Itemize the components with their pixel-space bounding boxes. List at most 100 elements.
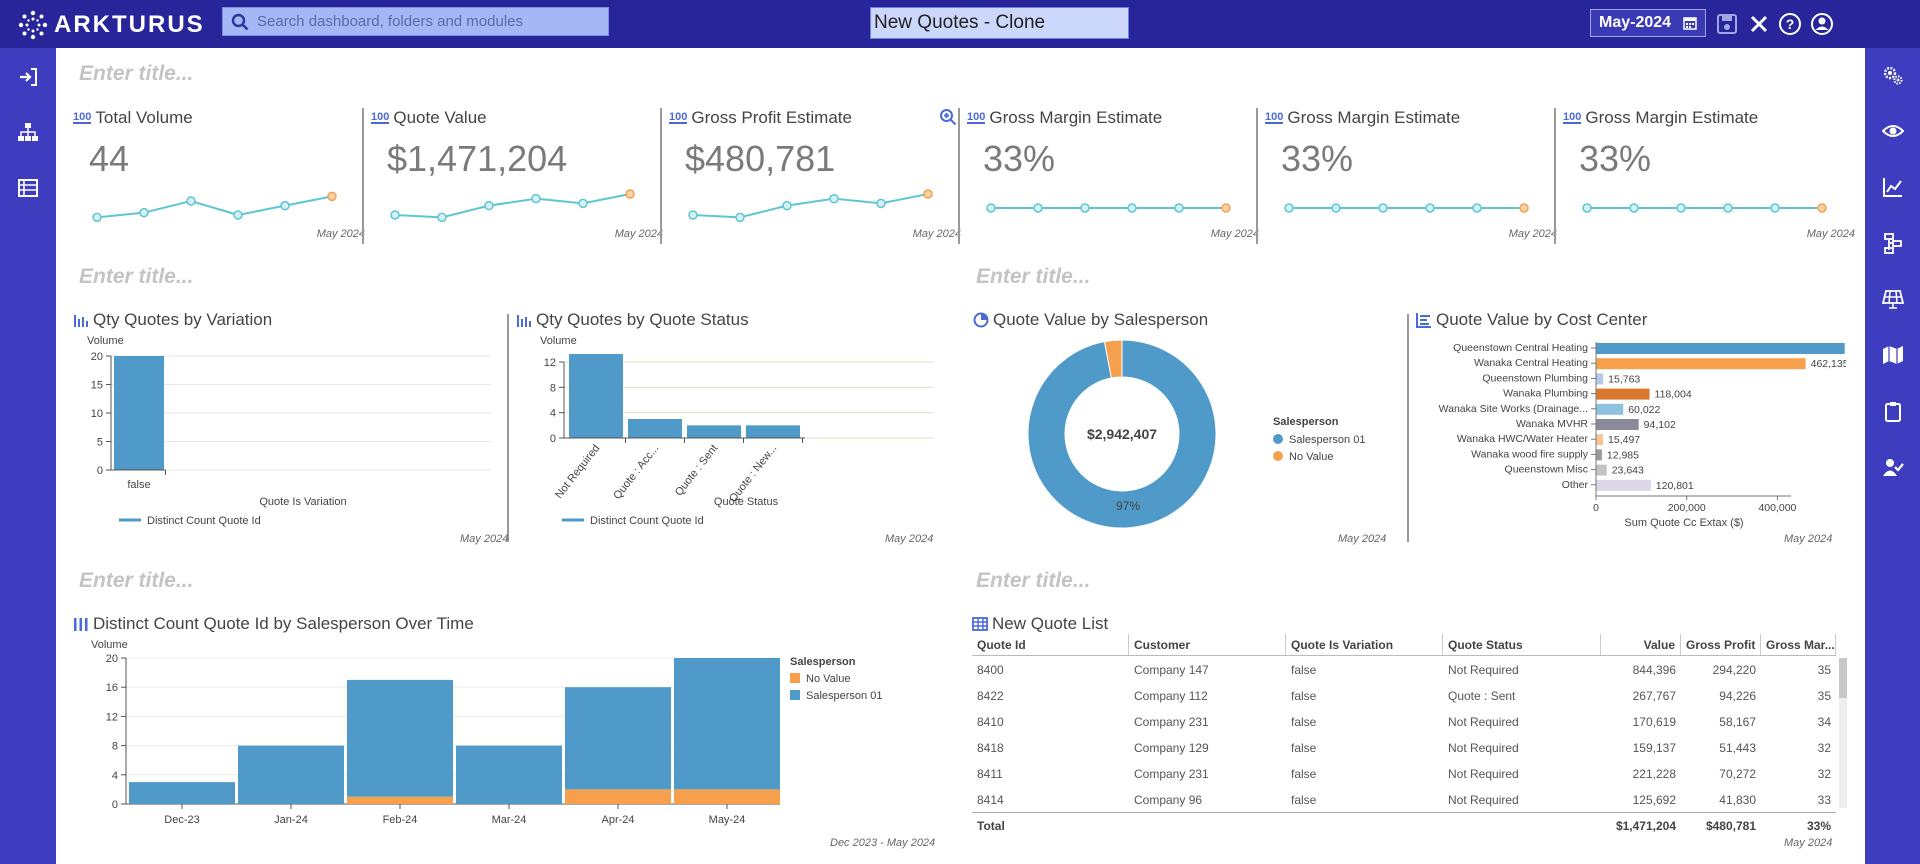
kpi-date: May 2024 bbox=[1508, 228, 1557, 240]
left-sidebar bbox=[0, 48, 56, 864]
sparkline-point bbox=[688, 210, 698, 220]
user-check-icon[interactable] bbox=[1882, 456, 1904, 478]
table-cell: 41,830 bbox=[1719, 793, 1756, 807]
table-cell: Company 231 bbox=[1134, 715, 1209, 729]
help-icon[interactable]: ? bbox=[1778, 12, 1802, 36]
slice-percent-label: 97% bbox=[1116, 499, 1140, 513]
save-icon[interactable] bbox=[1715, 12, 1739, 36]
stacked-bar-segment bbox=[565, 687, 671, 790]
y-tick-label: 16 bbox=[106, 682, 118, 694]
column-header[interactable]: Quote Id bbox=[972, 634, 1129, 655]
bar bbox=[1596, 449, 1602, 461]
quote-list-date: May 2024 bbox=[1784, 837, 1833, 849]
y-tick-label: 12 bbox=[544, 357, 556, 369]
table-row[interactable]: 8422 Company 112 false Quote : Sent 267,767 9… bbox=[972, 682, 1836, 708]
section-title-left-charts[interactable]: Enter title... bbox=[79, 265, 194, 288]
settings-gears-icon[interactable] bbox=[1882, 64, 1904, 86]
table-cell: 58,167 bbox=[1719, 715, 1756, 729]
table-row[interactable]: 8418 Company 129 false Not Required 159,137 5… bbox=[972, 734, 1836, 760]
bar-category-label: Queenstown Misc bbox=[1505, 464, 1588, 476]
bar-category-label: Wanaka Central Heating bbox=[1474, 357, 1588, 369]
hierarchy-icon[interactable] bbox=[17, 121, 39, 143]
dashboard-title-input[interactable]: New Quotes - Clone bbox=[870, 7, 1129, 39]
pie-slice bbox=[1027, 339, 1217, 529]
list-icon[interactable] bbox=[17, 177, 39, 199]
sparkline-point bbox=[1582, 203, 1592, 213]
stacked-bar-segment bbox=[674, 789, 780, 804]
stacked-bar-segment bbox=[347, 796, 453, 804]
legend-label: No Value bbox=[806, 673, 850, 685]
table-scroll-thumb[interactable] bbox=[1839, 658, 1847, 698]
bar-category-label: Queenstown Central Heating bbox=[1453, 342, 1588, 354]
table-cell: 844,396 bbox=[1632, 663, 1676, 677]
kpi-card: 100 Gross Margin Estimate 33% May 2024 bbox=[1265, 104, 1561, 244]
table-row[interactable]: 8414 Company 96 false Not Required 125,692 41… bbox=[972, 786, 1836, 812]
sparkline-point bbox=[186, 196, 196, 206]
view-icon[interactable] bbox=[1882, 120, 1904, 142]
clipboard-icon[interactable] bbox=[1882, 400, 1904, 422]
zoom-in-icon[interactable] bbox=[939, 108, 957, 126]
top-bar: ARKTURUS New Quotes - Clone May-2024 ? bbox=[0, 0, 1920, 48]
kpi-100-icon: 100 bbox=[967, 111, 986, 124]
close-icon[interactable] bbox=[1747, 12, 1771, 36]
logo[interactable]: ARKTURUS bbox=[18, 10, 205, 40]
column-header[interactable]: Quote Is Variation bbox=[1286, 634, 1443, 655]
bar-value-label: 15,497 bbox=[1608, 434, 1640, 446]
x-axis-label: Sum Quote Cc Extax ($) bbox=[1624, 517, 1743, 529]
table-row[interactable]: 8400 Company 147 false Not Required 844,396 2… bbox=[972, 656, 1836, 682]
sign-in-icon[interactable] bbox=[17, 66, 39, 88]
sparkline-point bbox=[829, 193, 839, 204]
table-icon bbox=[972, 617, 988, 631]
kpi-card: 100 Gross Profit Estimate $480,781 May 2024 bbox=[669, 104, 965, 244]
kpi-title: 100 Gross Margin Estimate bbox=[1563, 108, 1758, 128]
sparkline-point bbox=[280, 200, 290, 211]
period-picker[interactable]: May-2024 bbox=[1590, 9, 1706, 37]
section-title-quote-list[interactable]: Enter title... bbox=[976, 569, 1091, 592]
kpi-card: 100 Gross Margin Estimate 33% May 2024 bbox=[967, 104, 1263, 244]
column-header[interactable]: Gross Profit bbox=[1681, 634, 1761, 655]
column-header[interactable]: Customer bbox=[1129, 634, 1286, 655]
kpi-value: $480,781 bbox=[685, 138, 836, 179]
kpi-divider bbox=[958, 108, 960, 244]
variation-chart-date: May 2024 bbox=[460, 533, 509, 545]
column-header[interactable]: Gross Mar... bbox=[1761, 634, 1836, 655]
sparkline-point bbox=[327, 191, 337, 202]
table-cell: Not Required bbox=[1448, 715, 1519, 729]
bar-value-label: 120,801 bbox=[1656, 480, 1694, 492]
salesperson-chart-date: May 2024 bbox=[1338, 533, 1387, 545]
flow-diagram-icon[interactable] bbox=[1882, 232, 1904, 254]
table-cell: 221,228 bbox=[1632, 767, 1676, 781]
table-cell: 94,226 bbox=[1719, 689, 1756, 703]
solar-panel-icon[interactable] bbox=[1882, 288, 1904, 310]
sparkline-point bbox=[1331, 203, 1341, 213]
section-title-time-chart[interactable]: Enter title... bbox=[79, 569, 194, 592]
cost-center-bar-chart: Queenstown Central Heating548,252Wanaka … bbox=[1439, 342, 1846, 529]
section-title-right-charts[interactable]: Enter title... bbox=[976, 265, 1091, 288]
total-cell: $1,471,204 bbox=[1615, 819, 1676, 833]
sparkline-point bbox=[1723, 203, 1733, 213]
table-cell: Company 112 bbox=[1134, 689, 1208, 703]
table-row[interactable]: 8410 Company 231 false Not Required 170,619 5… bbox=[972, 708, 1836, 734]
bar-value-label: 60,022 bbox=[1628, 404, 1660, 416]
x-tick-label: May-24 bbox=[709, 814, 746, 826]
table-cell: Company 231 bbox=[1134, 767, 1209, 781]
user-account-icon[interactable] bbox=[1810, 12, 1834, 36]
kpi-date: May 2024 bbox=[1806, 228, 1855, 240]
table-cell: 8422 bbox=[977, 689, 1004, 703]
map-icon[interactable] bbox=[1882, 344, 1904, 366]
table-cell: false bbox=[1291, 793, 1317, 807]
column-header[interactable]: Quote Status bbox=[1443, 634, 1601, 655]
line-chart-icon[interactable] bbox=[1882, 176, 1904, 198]
bar bbox=[1596, 434, 1604, 446]
search-input[interactable] bbox=[257, 13, 597, 30]
kpi-date: May 2024 bbox=[912, 228, 961, 240]
table-scrollbar[interactable] bbox=[1839, 658, 1847, 808]
section-title-kpis[interactable]: Enter title... bbox=[79, 62, 194, 85]
table-row[interactable]: 8411 Company 231 false Not Required 221,228 7… bbox=[972, 760, 1836, 786]
quote-list-title: New Quote List bbox=[972, 614, 1108, 634]
y-tick-label: 5 bbox=[97, 437, 103, 449]
x-tick-label: Feb-24 bbox=[383, 814, 418, 826]
kpi-value: 33% bbox=[983, 138, 1056, 179]
column-header[interactable]: Value bbox=[1601, 634, 1681, 655]
search-box[interactable] bbox=[222, 7, 609, 36]
